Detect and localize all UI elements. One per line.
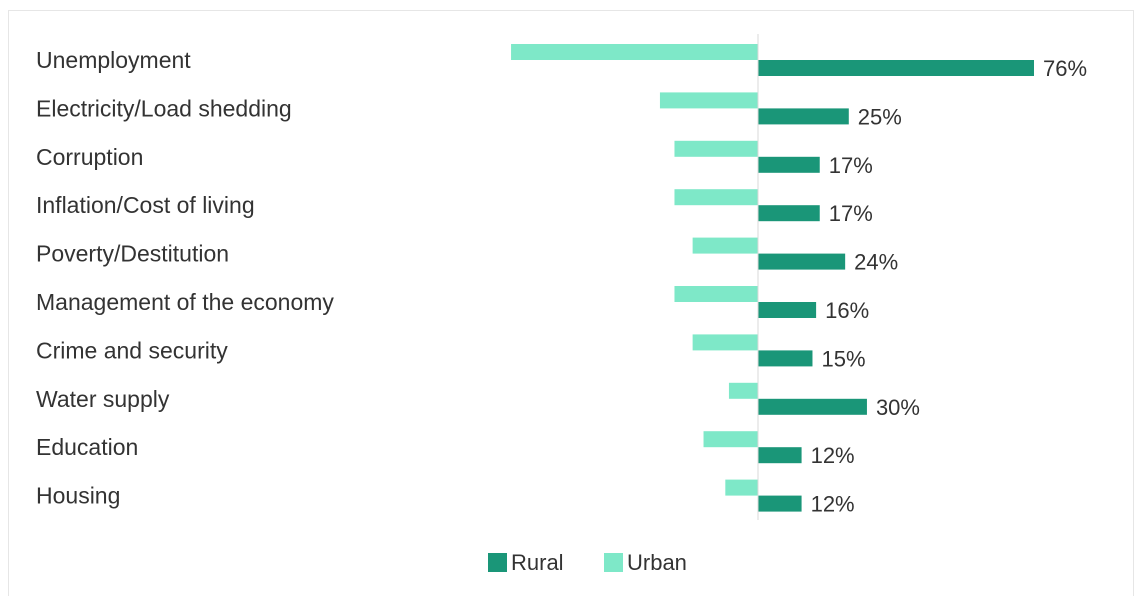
chart-row: Corruption 17% — [36, 140, 873, 178]
legend-item: Urban — [604, 550, 687, 575]
bar-urban — [674, 189, 758, 206]
bar-rural — [758, 302, 817, 318]
category-label: Electricity/Load shedding — [36, 95, 292, 121]
bar-urban — [728, 382, 758, 399]
value-label-rural: 24% — [854, 250, 898, 275]
bar-urban — [692, 237, 758, 254]
bar-rural — [758, 108, 849, 125]
bar-rural — [758, 350, 813, 367]
legend: Rural Urban — [488, 550, 687, 575]
category-label: Corruption — [36, 144, 143, 170]
bar-rural — [758, 495, 802, 512]
bar-urban — [703, 431, 758, 448]
chart-row: Crime and security 15% — [36, 334, 866, 371]
legend-label: Urban — [627, 550, 687, 575]
bar-urban — [725, 479, 758, 496]
value-label-rural: 17% — [829, 153, 873, 178]
chart-frame — [8, 10, 1134, 596]
category-label: Education — [36, 434, 138, 460]
value-label-rural: 12% — [811, 443, 855, 468]
value-label-rural: 16% — [825, 298, 869, 323]
bar-urban — [511, 44, 758, 60]
legend-label: Rural — [511, 550, 564, 575]
category-label: Management of the economy — [36, 289, 334, 315]
category-label: Housing — [36, 483, 120, 509]
chart-row: Electricity/Load shedding 25% — [36, 92, 902, 129]
category-label: Inflation/Cost of living — [36, 192, 255, 218]
category-label: Crime and security — [36, 337, 228, 363]
chart-row: Inflation/Cost of living 17% — [36, 189, 873, 226]
bar-urban — [674, 140, 758, 157]
bar-rural — [758, 398, 867, 415]
legend-swatch — [604, 553, 623, 572]
bar-rural — [758, 447, 802, 464]
bar-urban — [692, 334, 758, 351]
bar-urban — [674, 286, 758, 302]
legend-item: Rural — [488, 550, 564, 575]
category-label: Water supply — [36, 386, 170, 412]
bar-rural — [758, 60, 1034, 76]
category-label: Poverty/Destitution — [36, 241, 229, 267]
chart-row: Water supply 30% — [36, 382, 920, 420]
chart-row: Management of the economy 16% — [36, 286, 869, 323]
chart-row: Unemployment 76% — [36, 44, 1087, 81]
chart-row: Education 12% — [36, 431, 855, 468]
value-label-rural: 76% — [1043, 56, 1087, 81]
chart-rows: Unemployment 76% Electricity/Load shedding… — [36, 44, 1087, 517]
bar-urban — [659, 92, 758, 109]
bar-rural — [758, 205, 820, 222]
bar-rural — [758, 253, 846, 270]
chart-row: Poverty/Destitution 24% — [36, 237, 898, 275]
value-label-rural: 15% — [821, 346, 865, 371]
legend-swatch — [488, 553, 507, 572]
chart-row: Housing 12% — [36, 479, 855, 517]
value-label-rural: 30% — [876, 395, 920, 420]
value-label-rural: 17% — [829, 201, 873, 226]
bar-rural — [758, 156, 820, 173]
value-label-rural: 25% — [858, 104, 902, 129]
value-label-rural: 12% — [811, 492, 855, 517]
category-label: Unemployment — [36, 47, 191, 73]
